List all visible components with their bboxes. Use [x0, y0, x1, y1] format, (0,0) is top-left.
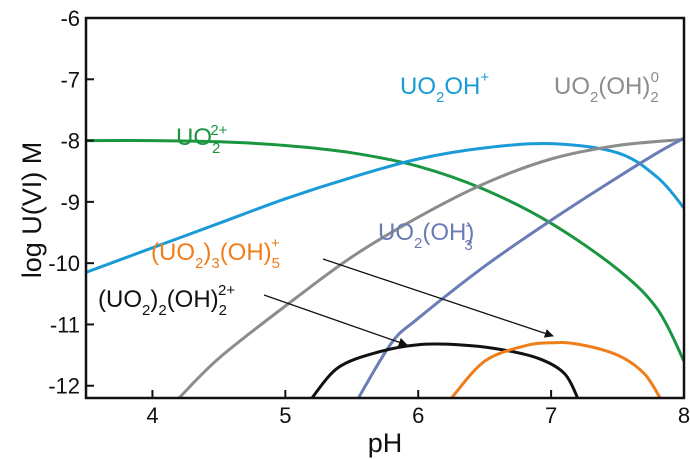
y-tick-label: -6 — [60, 6, 80, 31]
label-uo2-2plus: UO22+ — [176, 122, 228, 157]
y-tick-label: -7 — [60, 67, 80, 92]
plot-frame — [84, 16, 686, 400]
y-tick-label: -10 — [48, 251, 80, 276]
x-tick-label: 7 — [545, 403, 557, 428]
y-tick-label: -11 — [50, 312, 80, 337]
series-line-uo2oh3 — [357, 136, 684, 398]
plot-area — [86, 136, 684, 398]
y-tick-label: -8 — [60, 129, 80, 154]
label-u3oh5-plus: (UO2)3(OH)5+ — [151, 235, 280, 272]
series-line-uo2 — [86, 139, 684, 362]
arrow-u3oh5 — [322, 258, 554, 338]
label-uo2oh2-neutral: UO2(OH)20 — [554, 69, 659, 106]
x-tick-label: 8 — [678, 403, 690, 428]
series-line-uo2oh2 — [177, 137, 684, 398]
series-line-uo2oh — [86, 141, 684, 274]
axis-ticks: 4 5 6 7 8 -6 -7 -8 -9 -10 -11 -12 — [48, 6, 690, 428]
x-axis-title: pH — [368, 428, 403, 458]
x-tick-label: 4 — [146, 403, 158, 428]
label-uo2oh-plus: UO2OH+ — [400, 69, 489, 106]
series-line-u2oh2 — [310, 342, 580, 398]
x-tick-label: 6 — [412, 403, 424, 428]
x-tick-label: 5 — [279, 403, 291, 428]
y-tick-label: -9 — [60, 190, 80, 215]
y-tick-label: -12 — [48, 374, 80, 399]
series-line-u3oh5 — [450, 341, 662, 398]
label-u2oh2-2plus: (UO2)2(OH)22+ — [98, 282, 235, 319]
arrow-u2oh2 — [263, 294, 408, 347]
label-uo2oh3-minus: UO2(OH)-3 — [378, 217, 474, 254]
y-axis-title: log U(VI) M — [17, 142, 47, 279]
